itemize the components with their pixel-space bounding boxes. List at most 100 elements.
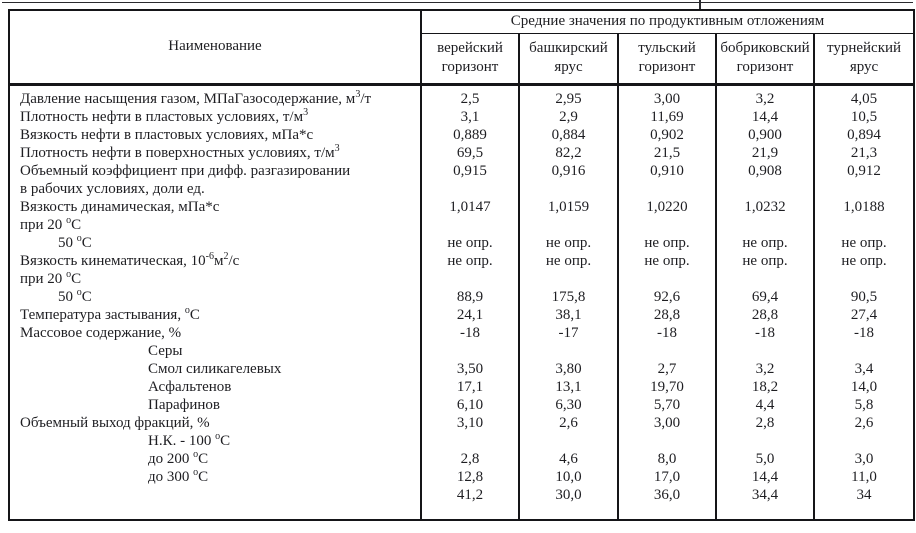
value-cell: 88,9	[420, 287, 519, 306]
value-cell: 0,908	[715, 161, 814, 180]
row-label	[9, 486, 421, 520]
table-row: Объемный коэффициент при дифф. разгазиро…	[9, 161, 915, 180]
value-cell: 17,1	[420, 377, 519, 396]
value-cell: 30,0	[518, 485, 618, 520]
value-cell: 5,8	[812, 395, 915, 414]
value-cell: 1,0159	[518, 197, 618, 216]
value-cell	[812, 179, 915, 198]
value-cell: -18	[420, 323, 519, 342]
value-cell	[420, 269, 519, 288]
row-label: Плотность нефти в поверхностных условиях…	[20, 143, 340, 161]
table-row: при 20 оС	[9, 215, 915, 234]
row-label: Массовое содержание, %	[20, 324, 182, 341]
value-cell	[715, 269, 814, 288]
value-cell: 2,8	[420, 449, 519, 468]
value-cell	[518, 431, 618, 450]
column-header-5: турнейский ярус	[812, 33, 915, 86]
column-header-4: бобриковский горизонт	[715, 33, 814, 86]
top-tick	[699, 0, 701, 9]
column-header-2: башкирский ярус	[518, 33, 618, 86]
table-row: Вязкость динамическая, мПа*с 1,0147 1,0159…	[9, 197, 915, 216]
table-header: Наименование Средние значения по продукт…	[9, 10, 915, 86]
value-cell: -18	[812, 323, 915, 342]
row-label: до 300 оС	[148, 467, 209, 485]
value-cell: 3,1	[420, 107, 519, 126]
table-row: 41,2 30,0 36,0 34,4 34	[9, 485, 915, 520]
value-cell: 1,0220	[617, 197, 716, 216]
row-label: до 200 оС	[148, 449, 209, 467]
value-cell: 28,8	[715, 305, 814, 324]
value-cell: 41,2	[420, 485, 519, 520]
value-cell: 2,7	[617, 359, 716, 378]
row-label: Температура застывания, оС	[20, 305, 200, 323]
value-cell: 0,912	[812, 161, 915, 180]
value-cell	[518, 179, 618, 198]
value-cell: не опр.	[812, 233, 915, 252]
value-cell	[420, 431, 519, 450]
value-cell	[715, 431, 814, 450]
row-label: при 20 оС	[20, 269, 82, 287]
row-label: Давление насыщения газом, МПаГазосодержа…	[20, 88, 372, 107]
value-cell: 12,8	[420, 467, 519, 486]
value-cell: 3,2	[715, 359, 814, 378]
value-cell: не опр.	[617, 251, 716, 270]
value-cell: 2,6	[812, 413, 915, 432]
value-cell: 90,5	[812, 287, 915, 306]
group-header: Средние значения по продуктивным отложен…	[419, 10, 915, 34]
value-cell: 28,8	[617, 305, 716, 324]
value-cell: 10,0	[518, 467, 618, 486]
value-cell: 18,2	[715, 377, 814, 396]
value-cell: -18	[715, 323, 814, 342]
row-label: в рабочих условиях, доли ед.	[20, 180, 205, 197]
value-cell: 34	[812, 485, 915, 520]
value-cell: не опр.	[518, 233, 618, 252]
table-row: до 300 оС 12,8 10,0 17,0 14,4 11,0	[9, 467, 915, 486]
value-cell	[715, 341, 814, 360]
value-cell: 175,8	[518, 287, 618, 306]
table-row: Н.К. - 100 оС	[9, 431, 915, 450]
row-label: 50 оС	[58, 287, 92, 305]
value-cell	[617, 431, 716, 450]
column-header-name: Наименование	[9, 10, 422, 86]
value-cell: 3,00	[617, 84, 716, 108]
table-row: Плотность нефти в пластовых условиях, т/…	[9, 107, 915, 126]
value-cell: 3,2	[715, 84, 814, 108]
value-cell: не опр.	[420, 233, 519, 252]
column-header-3: тульский горизонт	[617, 33, 716, 86]
value-cell	[812, 431, 915, 450]
table-row: Массовое содержание, % -18 -17 -18 -18 -18	[9, 323, 915, 342]
value-cell: 0,889	[420, 125, 519, 144]
value-cell: 69,5	[420, 143, 519, 162]
value-cell: 14,0	[812, 377, 915, 396]
row-label: Вязкость нефти в пластовых условиях, мПа…	[20, 126, 314, 143]
value-cell: 5,70	[617, 395, 716, 414]
table-row: Плотность нефти в поверхностных условиях…	[9, 143, 915, 162]
row-label: Асфальтенов	[148, 378, 232, 395]
table-row: Серы	[9, 341, 915, 360]
row-label: Объемный коэффициент при дифф. разгазиро…	[20, 162, 351, 179]
value-cell: не опр.	[715, 251, 814, 270]
value-cell: 3,50	[420, 359, 519, 378]
value-cell: 0,900	[715, 125, 814, 144]
table-row: Объемный выход фракций, % 3,10 2,6 3,00 2,8 2…	[9, 413, 915, 432]
value-cell	[617, 269, 716, 288]
table-row: Вязкость нефти в пластовых условиях, мПа…	[9, 125, 915, 144]
value-cell: 4,05	[812, 84, 915, 108]
value-cell: 6,10	[420, 395, 519, 414]
value-cell	[617, 215, 716, 234]
value-cell: 19,70	[617, 377, 716, 396]
value-cell	[518, 341, 618, 360]
top-rule	[2, 2, 913, 3]
value-cell: 38,1	[518, 305, 618, 324]
table-row: при 20 оС	[9, 269, 915, 288]
table-row: до 200 оС 2,8 4,6 8,0 5,0 3,0	[9, 449, 915, 468]
value-cell: 13,1	[518, 377, 618, 396]
value-cell: не опр.	[518, 251, 618, 270]
value-cell	[420, 341, 519, 360]
row-label: Парафинов	[148, 396, 221, 413]
value-cell: 27,4	[812, 305, 915, 324]
value-cell	[617, 341, 716, 360]
value-cell: 69,4	[715, 287, 814, 306]
table-row: 50 оС 88,9 175,8 92,6 69,4 90,5	[9, 287, 915, 306]
value-cell: 21,5	[617, 143, 716, 162]
